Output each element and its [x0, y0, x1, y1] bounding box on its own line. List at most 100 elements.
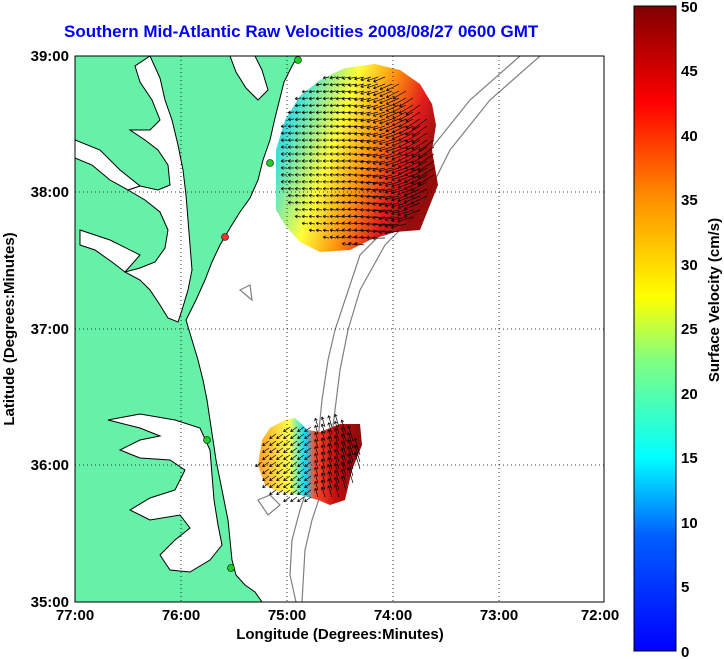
velocity-vector	[397, 167, 414, 176]
velocity-vector	[341, 96, 351, 101]
velocity-vector	[269, 468, 277, 475]
velocity-vector	[366, 146, 379, 151]
velocity-vector	[294, 103, 302, 108]
velocity-vector	[335, 159, 344, 163]
velocity-vector	[304, 426, 312, 433]
velocity-vector	[329, 110, 337, 115]
velocity-vector	[290, 440, 298, 447]
velocity-vector	[315, 207, 323, 212]
velocity-vector	[360, 111, 372, 116]
velocity-vector	[280, 179, 288, 184]
velocity-vector	[308, 138, 316, 142]
velocity-vector	[372, 229, 386, 234]
velocity-vector	[320, 479, 326, 491]
velocity-vector	[372, 167, 386, 172]
velocity-vector	[322, 235, 330, 240]
velocity-vector	[290, 447, 298, 454]
colorbar-label: Surface Velocity (cm/s)	[706, 218, 723, 382]
colorbar-tick: 35	[681, 192, 698, 209]
velocity-vector	[327, 422, 333, 435]
velocity-vector	[329, 193, 337, 198]
velocity-vector	[320, 423, 326, 435]
velocity-vector	[384, 209, 400, 215]
velocity-vector	[315, 82, 323, 87]
velocity-vector	[333, 448, 340, 463]
velocity-vector	[329, 103, 337, 108]
velocity-vector	[301, 159, 309, 163]
velocity-vector	[301, 131, 309, 136]
velocity-vector	[294, 117, 302, 122]
velocity-vector	[276, 468, 284, 475]
velocity-vector	[294, 110, 302, 115]
velocity-vector	[329, 124, 337, 129]
velocity-vector	[372, 195, 386, 200]
velocity-vector	[335, 200, 344, 205]
velocity-vector	[335, 235, 344, 239]
velocity-vector	[314, 417, 319, 428]
velocity-vector	[360, 159, 372, 164]
velocity-vector	[262, 454, 270, 461]
velocity-vector	[335, 131, 344, 136]
velocity-vector	[315, 96, 323, 101]
velocity-vector	[372, 209, 386, 213]
velocity-vector	[327, 478, 333, 491]
velocity-vector	[372, 111, 386, 117]
velocity-vector	[341, 90, 351, 94]
velocity-vector	[287, 131, 295, 136]
velocity-vector	[354, 173, 365, 177]
colorbar-tick: 0	[681, 644, 689, 659]
velocity-vector	[287, 186, 295, 191]
velocity-vector	[301, 200, 309, 205]
velocity-vector	[347, 97, 358, 101]
velocity-vector	[320, 451, 326, 463]
velocity-vector	[341, 207, 351, 212]
velocity-vector	[276, 454, 284, 461]
velocity-vector	[308, 89, 316, 94]
velocity-vector	[322, 82, 330, 87]
velocity-vector	[287, 138, 295, 142]
velocity-vector	[405, 118, 421, 129]
velocity-vector	[314, 473, 319, 484]
velocity-vector	[315, 193, 323, 198]
velocity-vector	[372, 181, 386, 186]
velocity-vector	[340, 447, 347, 463]
colorbar-tick: 30	[681, 257, 698, 274]
velocity-vector	[322, 207, 330, 212]
colorbar-tick: 10	[681, 515, 698, 532]
velocity-vector	[308, 166, 316, 170]
velocity-vector	[329, 166, 337, 170]
velocity-vector	[329, 228, 337, 233]
velocity-vector	[290, 475, 298, 482]
velocity-vector	[314, 452, 319, 463]
velocity-vector	[397, 209, 414, 216]
velocity-vector	[327, 436, 333, 449]
velocity-vector	[391, 167, 407, 175]
velocity-vector	[378, 174, 393, 180]
velocity-vector	[405, 111, 421, 122]
velocity-vector	[360, 166, 372, 171]
velocity-vector	[320, 437, 326, 449]
velocity-vector	[397, 216, 414, 223]
velocity-vector	[329, 173, 337, 177]
velocity-vector	[320, 465, 326, 477]
velocity-vector	[360, 187, 372, 192]
velocity-vector	[354, 242, 365, 246]
velocity-vector	[379, 118, 393, 125]
velocity-vector	[283, 468, 291, 475]
velocity-vectors-south	[255, 413, 361, 503]
velocity-vector	[341, 228, 351, 232]
velocity-vector	[397, 195, 414, 203]
velocity-vector	[392, 90, 407, 99]
velocity-vector	[280, 186, 288, 191]
velocity-vector	[354, 83, 365, 88]
velocity-vector	[280, 159, 288, 163]
velocity-vector	[287, 200, 295, 205]
velocity-vector	[353, 451, 361, 470]
velocity-vector	[322, 89, 330, 94]
velocity-vector	[385, 139, 400, 146]
colorbar-tick: 40	[681, 128, 698, 145]
velocity-vector	[372, 174, 386, 179]
velocity-vector	[335, 172, 344, 177]
velocity-vector	[329, 145, 337, 149]
velocity-vector	[304, 433, 312, 440]
